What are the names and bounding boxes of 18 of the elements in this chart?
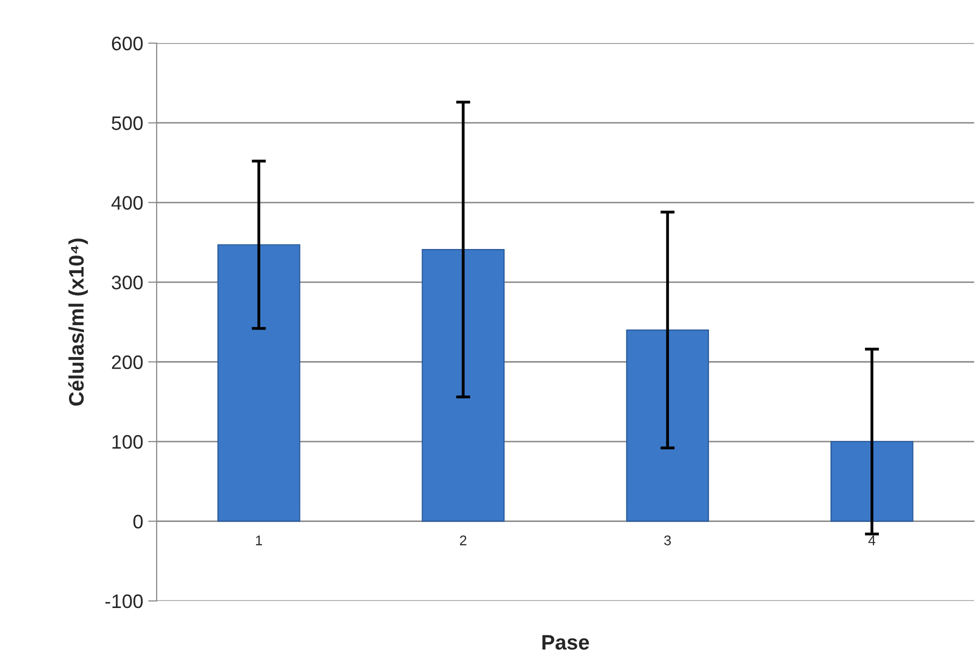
y-axis-title: Células/ml (x10⁴): [68, 238, 88, 406]
x-tick-label: 3: [664, 535, 671, 546]
y-tick-label: 200: [112, 355, 143, 370]
y-tick-label: 600: [112, 36, 143, 50]
x-axis-title: Pase: [542, 635, 589, 650]
bar: [830, 441, 914, 522]
y-tick-label: 500: [112, 116, 143, 130]
bar: [217, 244, 300, 522]
bar: [626, 329, 709, 522]
x-tick-label: 2: [460, 535, 466, 546]
y-tick-label: -100: [105, 594, 143, 608]
x-tick-label: 4: [868, 536, 876, 546]
y-tick-label: 0: [133, 514, 143, 528]
bar: [422, 248, 505, 522]
y-tick-label: 400: [111, 196, 143, 210]
x-tick-label: 1: [256, 536, 262, 546]
y-tick-label: 300: [112, 276, 143, 290]
y-tick-label: 100: [112, 435, 143, 449]
